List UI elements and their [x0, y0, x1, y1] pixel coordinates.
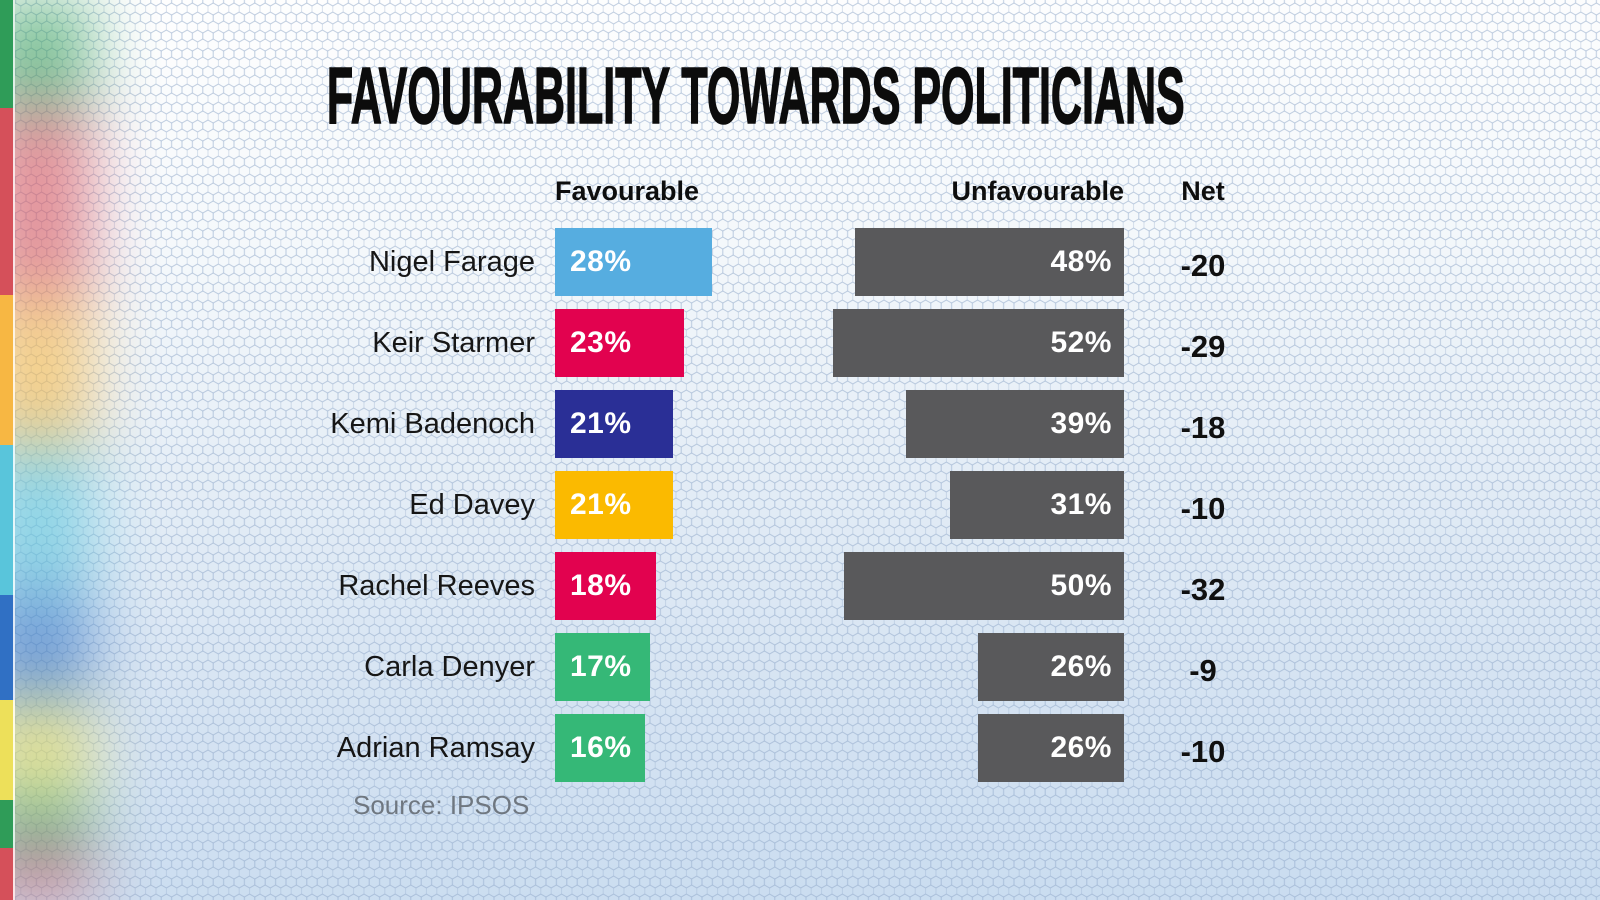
source-attribution: Source: IPSOS	[353, 790, 530, 820]
unfavourable-bar: 31%	[950, 471, 1124, 539]
favourable-value-label: 18%	[570, 569, 632, 602]
net-value: -32	[1180, 572, 1226, 607]
chart-row: Nigel Farage 28% 48% -20	[0, 228, 1600, 296]
favourable-bar: 28%	[555, 228, 712, 296]
favourable-bar: 16%	[555, 714, 645, 782]
politician-name: Nigel Farage	[368, 245, 535, 278]
brand-strip-glow	[0, 0, 91, 900]
column-header-unfavourable: Unfavourable	[951, 176, 1124, 206]
politician-name: Adrian Ramsay	[336, 731, 535, 764]
favourable-bar: 21%	[555, 390, 673, 458]
net-value: -9	[1189, 653, 1217, 688]
net-value: -20	[1180, 248, 1226, 283]
net-value: -18	[1180, 410, 1226, 445]
brand-color-strip	[0, 0, 15, 900]
chart-row: Keir Starmer 23% 52% -29	[0, 309, 1600, 377]
unfavourable-value-label: 31%	[1050, 488, 1112, 521]
favourable-value-label: 17%	[570, 650, 632, 683]
unfavourable-value-label: 26%	[1050, 650, 1112, 683]
net-value: -10	[1180, 491, 1226, 526]
politician-name: Carla Denyer	[364, 650, 535, 683]
unfavourable-bar: 26%	[978, 714, 1124, 782]
favourable-value-label: 21%	[570, 488, 632, 521]
favourable-value-label: 23%	[570, 326, 632, 359]
unfavourable-value-label: 26%	[1050, 731, 1112, 764]
chart-title: FAVOURABILITY TOWARDS POLITICIANS	[327, 51, 1186, 140]
unfavourable-bar: 52%	[832, 309, 1124, 377]
favourable-bar: 21%	[555, 471, 673, 539]
unfavourable-bar: 26%	[978, 633, 1124, 701]
unfavourable-value-label: 52%	[1050, 326, 1112, 359]
unfavourable-bar: 39%	[905, 390, 1124, 458]
unfavourable-value-label: 39%	[1050, 407, 1112, 440]
unfavourable-value-label: 48%	[1050, 245, 1112, 278]
favourable-value-label: 16%	[570, 731, 632, 764]
net-value: -10	[1180, 734, 1226, 769]
unfavourable-bar: 50%	[844, 552, 1124, 620]
favourable-bar: 18%	[555, 552, 656, 620]
chart-row: Adrian Ramsay 16% 26% -10	[0, 714, 1600, 782]
favourable-bar: 23%	[555, 309, 684, 377]
politician-name: Rachel Reeves	[338, 569, 535, 602]
column-header-favourable: Favourable	[555, 176, 700, 206]
chart-row: Kemi Badenoch 21% 39% -18	[0, 390, 1600, 458]
title-container: FAVOURABILITY TOWARDS POLITICIANS	[0, 51, 1556, 140]
favourable-value-label: 21%	[570, 407, 632, 440]
unfavourable-bar: 48%	[855, 228, 1124, 296]
chart-row: Carla Denyer 17% 26% -9	[0, 633, 1600, 701]
column-header-net: Net	[1181, 176, 1225, 206]
politician-name: Kemi Badenoch	[330, 407, 535, 440]
net-value: -29	[1180, 329, 1226, 364]
chart-row: Ed Davey 21% 31% -10	[0, 471, 1600, 539]
politician-name: Ed Davey	[409, 488, 535, 521]
politician-name: Keir Starmer	[372, 326, 535, 359]
chart-row: Rachel Reeves 18% 50% -32	[0, 552, 1600, 620]
unfavourable-value-label: 50%	[1050, 569, 1112, 602]
favourable-bar: 17%	[555, 633, 651, 701]
favourable-value-label: 28%	[570, 245, 632, 278]
